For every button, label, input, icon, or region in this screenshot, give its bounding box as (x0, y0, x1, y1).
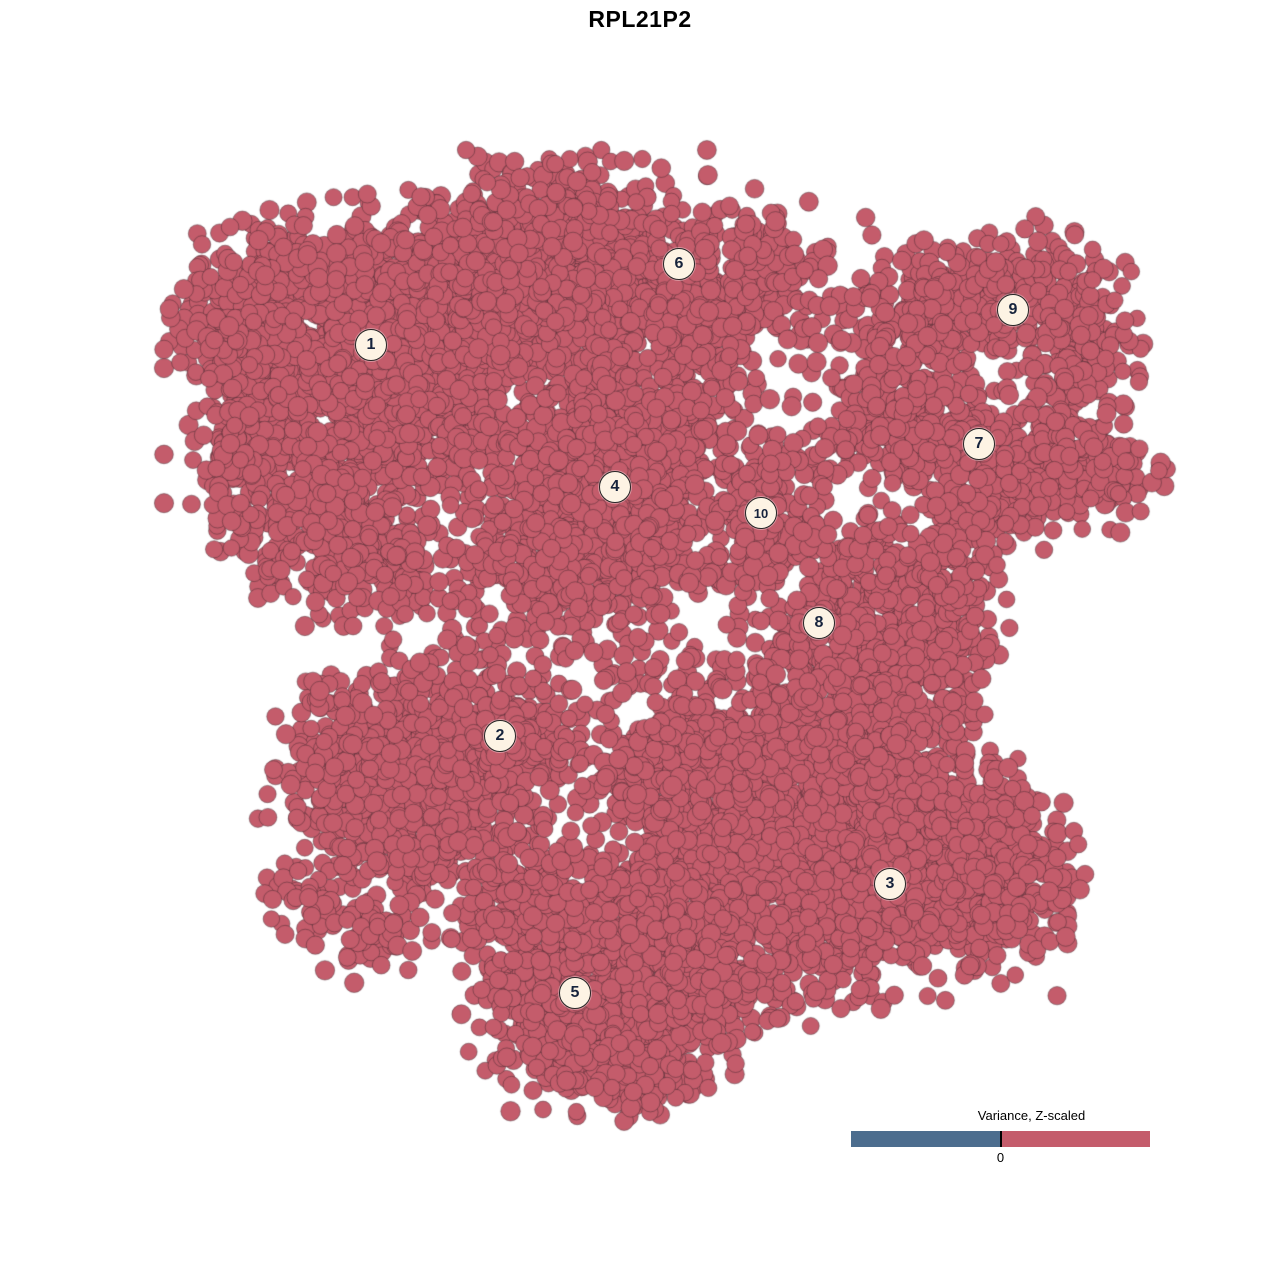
legend-zero-tick-icon (999, 1131, 1002, 1147)
legend-colorbar (851, 1131, 1150, 1147)
legend-colorbar-negative (851, 1131, 1001, 1147)
legend: Variance, Z-scaled 0 (851, 1108, 1150, 1165)
legend-title: Variance, Z-scaled (977, 1108, 1086, 1123)
legend-zero-label: 0 (996, 1150, 1005, 1165)
legend-colorbar-positive (1000, 1131, 1150, 1147)
